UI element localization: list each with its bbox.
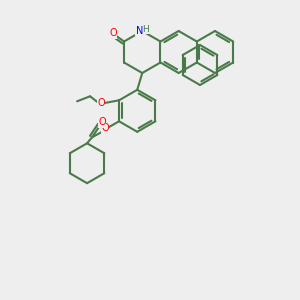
Text: O: O [101, 123, 109, 133]
Text: O: O [109, 28, 117, 38]
Text: O: O [98, 117, 106, 127]
Text: H: H [142, 25, 148, 34]
Text: O: O [97, 98, 105, 108]
Text: N: N [136, 26, 143, 36]
